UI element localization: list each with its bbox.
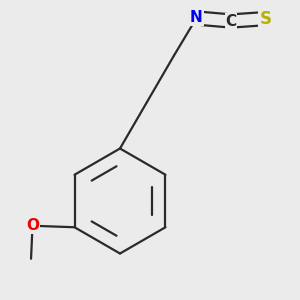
Text: S: S	[260, 10, 272, 28]
Text: C: C	[225, 14, 237, 28]
Text: N: N	[190, 11, 203, 26]
Text: O: O	[26, 218, 39, 233]
